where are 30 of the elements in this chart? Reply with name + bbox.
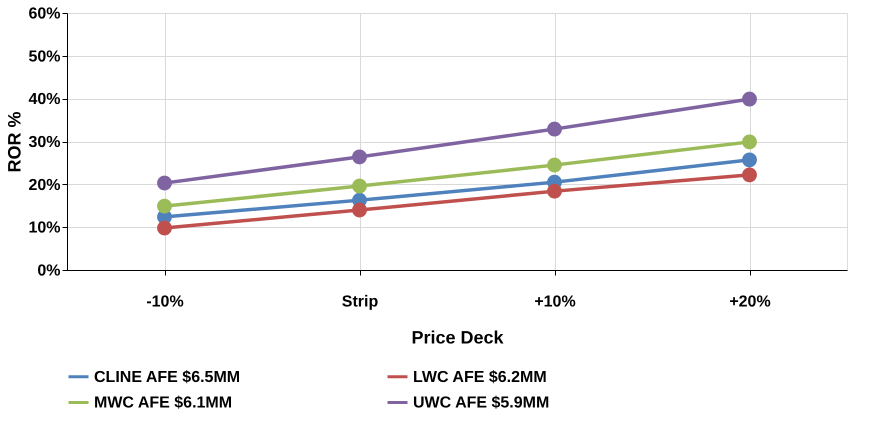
- point: [352, 202, 367, 218]
- y-tick-label: 0%: [37, 262, 60, 280]
- point: [742, 168, 757, 182]
- y-tick-label: 40%: [28, 91, 60, 108]
- x-axis-title: Price Deck: [411, 328, 505, 348]
- legend-label: CLINE AFE $6.5MM: [94, 368, 240, 386]
- point: [547, 122, 562, 136]
- x-tick-label: -10%: [146, 294, 184, 310]
- y-tick-label: 20%: [28, 176, 60, 194]
- legend-label: UWC AFE $5.9MM: [413, 394, 550, 412]
- point: [352, 178, 367, 194]
- point: [157, 198, 172, 214]
- point: [742, 92, 757, 106]
- point: [547, 184, 562, 199]
- legend-label: LWC AFE $6.2MM: [413, 368, 547, 386]
- x-tick-label: Strip: [342, 294, 378, 310]
- point: [742, 152, 757, 168]
- point: [742, 134, 757, 150]
- point: [157, 220, 172, 236]
- legend-label: MWC AFE $6.1MM: [94, 394, 232, 412]
- x-tick-label: +10%: [534, 294, 576, 310]
- point: [157, 176, 172, 190]
- y-tick-label: 30%: [28, 134, 60, 151]
- point: [352, 150, 367, 164]
- y-tick-label: 60%: [28, 6, 60, 22]
- y-tick-label: 10%: [28, 220, 60, 237]
- point: [547, 158, 562, 172]
- y-axis-title: ROR %: [4, 111, 24, 173]
- x-tick-label: +20%: [729, 294, 771, 310]
- y-tick-label: 50%: [28, 48, 60, 66]
